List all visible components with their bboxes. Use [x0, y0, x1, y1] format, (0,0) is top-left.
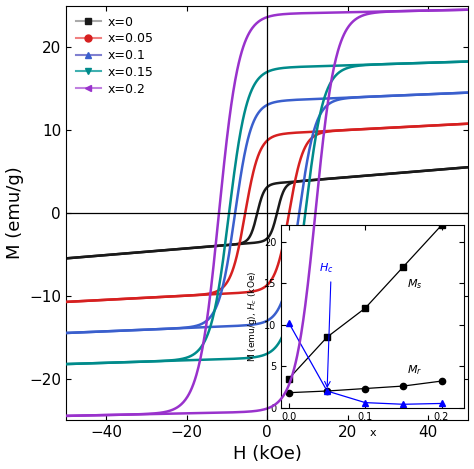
Legend: x=0, x=0.05, x=0.1, x=0.15, x=0.2: x=0, x=0.05, x=0.1, x=0.15, x=0.2 — [72, 12, 157, 99]
Y-axis label: M (emu/g): M (emu/g) — [6, 166, 24, 259]
X-axis label: H (kOe): H (kOe) — [233, 446, 301, 463]
